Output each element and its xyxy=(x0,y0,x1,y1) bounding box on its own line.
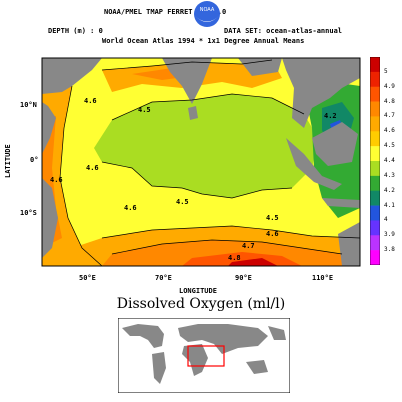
colorbar-label: 4.7 xyxy=(384,112,395,120)
colorbar-swatch xyxy=(370,205,380,221)
colorbar-label: 4.4 xyxy=(384,157,395,164)
south-band-48 xyxy=(182,252,302,266)
colorbar-swatch xyxy=(370,161,380,177)
bottom-title: Dissolved Oxygen (ml/l) xyxy=(116,296,286,312)
land-madagascar xyxy=(42,178,58,258)
x-tick-110e: 110°E xyxy=(312,274,334,282)
x-tick-50e: 50°E xyxy=(79,274,96,282)
south-band-49 xyxy=(228,258,278,266)
y-tick-0: 0° xyxy=(30,156,39,164)
colorbar-label: 4.3 xyxy=(384,171,395,179)
colorbar-label: 4 xyxy=(384,216,388,224)
contour-label: 4.7 xyxy=(242,242,255,250)
contour-label: 4.2 xyxy=(324,112,337,120)
colorbar-swatch xyxy=(370,250,380,265)
contour-line xyxy=(59,85,103,267)
header-dataset: DATA SET: ocean-atlas-annual xyxy=(224,27,343,35)
central-band-43 xyxy=(94,94,318,198)
colorbar-label: 4.2 xyxy=(384,186,395,194)
land-africa xyxy=(42,102,56,154)
contour-line xyxy=(101,225,361,239)
contour-map: 4.6 4.5 4.6 4.5 4.5 4.6 4.7 4.8 4.6 4.6 … xyxy=(41,57,361,267)
colorbar-swatch xyxy=(370,101,380,117)
contour-label: 4.5 xyxy=(266,214,279,222)
land-arabia xyxy=(42,58,102,94)
contour-label: 4.6 xyxy=(124,204,137,212)
header-depth: DEPTH (m) : 0 xyxy=(48,27,103,35)
contour-line xyxy=(111,93,305,121)
x-tick-70e: 70°E xyxy=(155,274,172,282)
contour-line xyxy=(101,59,273,71)
south-band-47 xyxy=(102,240,360,266)
colorbar-swatch xyxy=(370,116,380,132)
contour-line xyxy=(101,161,293,199)
land-india xyxy=(162,58,212,104)
inset-east-asia xyxy=(268,326,286,340)
contour-label: 4.5 xyxy=(176,198,189,206)
contour-label: 4.6 xyxy=(266,230,279,238)
colorbar-swatch xyxy=(370,190,380,206)
contour-lines xyxy=(59,59,361,267)
header-subtitle: World Ocean Atlas 1994 * 1x1 Degree Annu… xyxy=(102,37,305,45)
land-bengal xyxy=(238,58,282,76)
colorbar-swatch xyxy=(370,175,380,192)
header-title: NOAA/PMEL TMAP FERRET Ver 4.0 xyxy=(104,8,227,16)
inset-australia xyxy=(246,360,268,374)
colorbar-swatch xyxy=(370,235,380,251)
land-australia xyxy=(338,222,360,266)
logo-globe xyxy=(194,1,220,27)
inset-south-america xyxy=(152,352,166,384)
colorbar-label: 3.9 xyxy=(384,231,395,239)
colorbar-label: 4.9 xyxy=(384,82,395,90)
colorbar-label: 4.5 xyxy=(384,142,395,150)
noaa-logo: NOAA xyxy=(194,1,220,27)
land-java xyxy=(322,198,360,208)
colorbar-swatch xyxy=(370,220,380,236)
colorbar-swatch xyxy=(370,86,380,102)
logo-text: NOAA xyxy=(200,7,215,13)
contour-label: 4.6 xyxy=(86,164,99,172)
colorbar xyxy=(370,57,380,265)
colorbar-label: 4.1 xyxy=(384,201,395,209)
colorbar-label: 4.6 xyxy=(384,127,395,135)
land-sumatra xyxy=(286,138,342,190)
x-axis-title: LONGITUDE xyxy=(179,287,217,295)
contour-label: 4.5 xyxy=(138,106,151,114)
contour-label: 4.8 xyxy=(228,254,241,262)
inset-eurasia xyxy=(178,324,268,354)
land-sri-lanka xyxy=(188,106,198,120)
contour-label: 4.6 xyxy=(50,176,63,184)
inset-north-america xyxy=(122,324,164,348)
contour-line xyxy=(111,239,343,255)
inset-highlight-box xyxy=(187,345,225,367)
colorbar-swatch xyxy=(370,57,380,73)
colorbar-swatch xyxy=(370,131,380,147)
land-indochina xyxy=(282,58,360,128)
colorbar-label: 4.8 xyxy=(384,97,395,105)
y-tick-10n: 10°N xyxy=(20,101,37,109)
contour-label: 4.6 xyxy=(84,97,97,105)
y-axis-title: LATITUDE xyxy=(4,144,12,178)
colorbar-label: 5 xyxy=(384,67,388,75)
colorbar-swatch xyxy=(370,146,380,162)
colorbar-swatch xyxy=(370,71,380,88)
colorbar-label: 3.8 xyxy=(384,246,395,254)
inset-world-map xyxy=(118,318,290,393)
land-borneo xyxy=(312,122,358,166)
plot-frame xyxy=(41,57,361,267)
x-tick-90e: 90°E xyxy=(235,274,252,282)
y-tick-10s: 10°S xyxy=(20,209,37,217)
